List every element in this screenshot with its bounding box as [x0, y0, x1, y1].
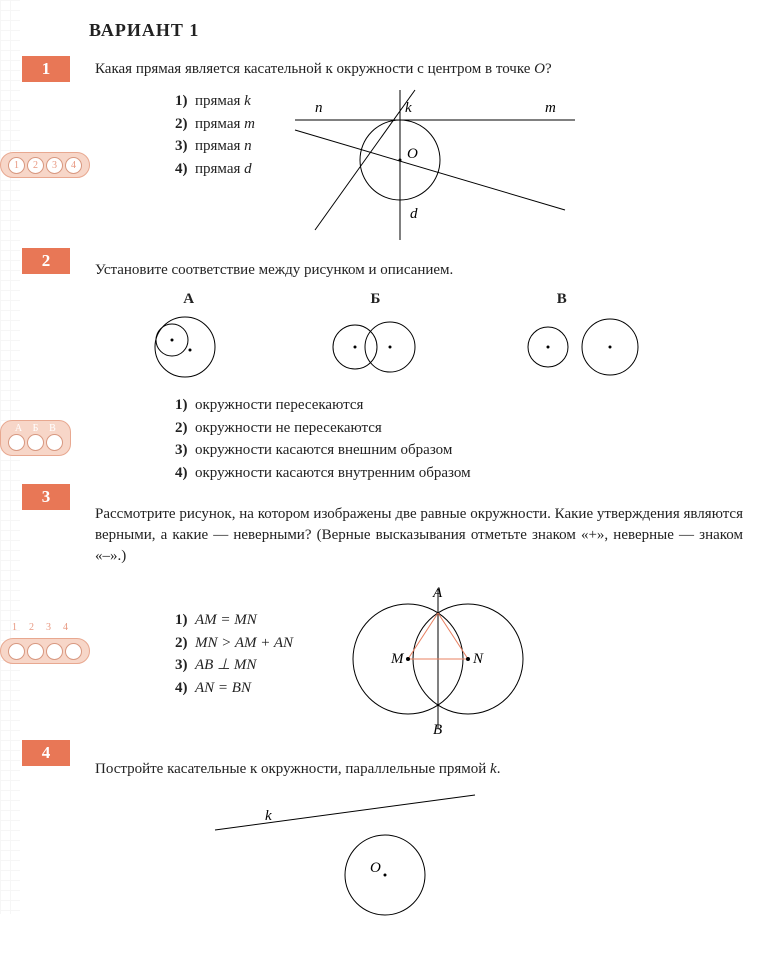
q3-diagram: A M N B [313, 579, 573, 739]
q3-o4n: 4) [175, 680, 188, 696]
q4-diagram: k O [175, 790, 575, 920]
q1-text-c: ? [545, 61, 552, 77]
q3-o2t: MN > AM + AN [195, 635, 293, 651]
answer-box-1[interactable]: 1 2 3 4 [0, 152, 90, 178]
question-2-badge: 2 [22, 248, 70, 274]
ans3-1[interactable] [8, 643, 25, 660]
svg-text:k: k [405, 100, 412, 116]
q1-o4t: прямая [195, 161, 240, 177]
ans2-hA: А [10, 423, 27, 434]
ans3-4[interactable] [65, 643, 82, 660]
answer-box-3[interactable] [0, 638, 90, 664]
q1-o1n: 1) [175, 93, 188, 109]
q2-o4n: 4) [175, 465, 188, 481]
svg-text:B: B [433, 722, 442, 738]
q2-o2t: окружности не пересекаются [195, 420, 382, 436]
q1-diagram: n k m O d [285, 90, 585, 240]
question-3: Рассмотрите рисунок, на котором изображе… [95, 504, 743, 739]
svg-text:A: A [432, 585, 443, 601]
q1-text-a: Какая прямая является касательной к окру… [95, 61, 534, 77]
question-1: Какая прямая является касательной к окру… [95, 59, 743, 240]
ans3-3[interactable] [46, 643, 63, 660]
svg-text:n: n [315, 100, 323, 116]
svg-text:M: M [390, 651, 405, 667]
q2-o3t: окружности касаются внешним образом [195, 442, 452, 458]
ans3-2[interactable] [27, 643, 44, 660]
q2-o3n: 3) [175, 442, 188, 458]
q2-options: 1) окружности пересекаются 2) окружности… [175, 394, 743, 484]
q4-text-c: . [497, 761, 501, 777]
q1-o2v: m [244, 116, 255, 132]
ans2-hB: Б [27, 423, 44, 434]
ans2-hV: В [44, 423, 61, 434]
q2-o4t: окружности касаются внутренним образом [195, 465, 471, 481]
ans2-V[interactable] [46, 434, 63, 451]
q1-text-b: O [534, 61, 545, 77]
ans3-hdr: 1 2 3 4 [6, 622, 74, 633]
svg-text:O: O [407, 146, 418, 162]
svg-text:N: N [472, 651, 484, 667]
q1-o1v: k [244, 93, 251, 109]
q1-o4v: d [244, 161, 252, 177]
q3-o2n: 2) [175, 635, 188, 651]
q4-text-b: k [490, 761, 497, 777]
q4-text-a: Постройте касательные к окружности, пара… [95, 761, 490, 777]
q1-o2n: 2) [175, 116, 188, 132]
answer-box-2[interactable]: А Б В [0, 420, 71, 456]
q3-text: Рассмотрите рисунок, на котором изображе… [95, 504, 743, 567]
q2-text: Установите соответствие между рисунком и… [95, 260, 743, 281]
q3-o1t: AM = MN [195, 612, 257, 628]
ans1-3[interactable]: 3 [46, 157, 63, 174]
q1-o2t: прямая [195, 116, 240, 132]
question-4-badge: 4 [22, 740, 70, 766]
q2-diag-B [320, 312, 430, 382]
ans2-B[interactable] [27, 434, 44, 451]
q1-o3v: n [244, 138, 252, 154]
page-title: ВАРИАНТ 1 [89, 20, 743, 41]
q2-o1n: 1) [175, 397, 188, 413]
q1-o3t: прямая [195, 138, 240, 154]
svg-text:d: d [410, 206, 418, 222]
q2-diag-V [520, 312, 650, 382]
q3-options: 1) AM = MN 2) MN > AM + AN 3) AB ⊥ MN 4)… [175, 609, 293, 699]
ans1-1[interactable]: 1 [8, 157, 25, 174]
q1-options: 1) прямая k 2) прямая m 3) прямая n 4) п… [175, 90, 255, 180]
q1-o4n: 4) [175, 161, 188, 177]
q3-o3t: AB ⊥ MN [195, 657, 256, 673]
q2-o1t: окружности пересекаются [195, 397, 363, 413]
q2-o2n: 2) [175, 420, 188, 436]
question-1-badge: 1 [22, 56, 70, 82]
q3-o4t: AN = BN [195, 680, 251, 696]
svg-text:O: O [370, 860, 381, 876]
ans1-2[interactable]: 2 [27, 157, 44, 174]
q2-lB: Б [370, 291, 380, 308]
question-3-badge: 3 [22, 484, 70, 510]
q3-o1n: 1) [175, 612, 188, 628]
q2-lA: А [183, 291, 194, 308]
question-4: Постройте касательные к окружности, пара… [95, 759, 743, 925]
svg-text:k: k [265, 808, 272, 824]
ans1-4[interactable]: 4 [65, 157, 82, 174]
q1-o3n: 3) [175, 138, 188, 154]
q3-o3n: 3) [175, 657, 188, 673]
q2-diag-A [140, 312, 230, 382]
question-2: Установите соответствие между рисунком и… [95, 260, 743, 484]
svg-text:m: m [545, 100, 556, 116]
q1-o1t: прямая [195, 93, 240, 109]
q2-lV: В [557, 291, 567, 308]
ans2-A[interactable] [8, 434, 25, 451]
